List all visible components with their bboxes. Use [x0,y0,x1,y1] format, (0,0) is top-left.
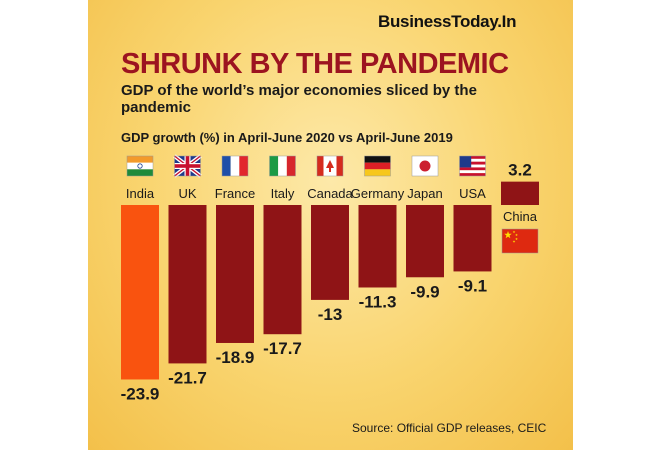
bar-uk [168,205,207,364]
value-label: 3.2 [508,161,532,180]
category-label: Germany [351,186,405,201]
value-label: -9.9 [410,282,439,301]
germany-flag-icon [364,155,391,177]
uk-flag-icon [173,154,202,178]
china-flag-icon [501,228,539,254]
usa-flag-icon [459,155,486,177]
value-label: -9.1 [458,276,487,295]
bar-germany [358,205,397,288]
category-label: India [126,186,155,201]
brand-logo: BusinessToday.In [378,12,517,31]
category-label: France [215,186,255,201]
bar-italy [263,205,302,335]
subtitle: GDP of the world’s major economies slice… [121,82,477,116]
infographic: BusinessToday.In SHRUNK BY THE PANDEMIC … [88,0,573,450]
category-label: Canada [307,186,353,201]
france-flag-icon [221,155,249,177]
source-note: Source: Official GDP releases, CEIC [352,421,547,435]
bar-usa [453,205,492,272]
value-label: -21.7 [168,368,207,387]
japan-flag-icon [411,155,439,177]
value-label: -18.9 [216,348,255,367]
category-label: Japan [407,186,442,201]
value-label: -13 [318,305,343,324]
italy-flag-icon [269,155,296,177]
bar-india [121,205,159,380]
value-label: -11.3 [359,292,397,311]
value-label: -17.7 [263,339,302,358]
category-label: Italy [271,186,295,201]
india-flag-icon [126,155,154,177]
bar-france [216,205,254,343]
chart-title: GDP growth (%) in April-June 2020 vs Apr… [121,130,453,145]
category-label: UK [178,186,196,201]
category-label: USA [459,186,486,201]
headline: SHRUNK BY THE PANDEMIC [121,48,509,80]
bar-chart: India -23.9 UK -21.7 France -18.9 Italy -17.7 Ca… [121,154,539,403]
canada-flag-icon [316,155,344,177]
category-label: China [503,209,538,224]
bar-japan [406,205,444,278]
value-label: -23.9 [121,384,160,403]
bar-canada [311,205,349,300]
bar-china [501,181,539,205]
